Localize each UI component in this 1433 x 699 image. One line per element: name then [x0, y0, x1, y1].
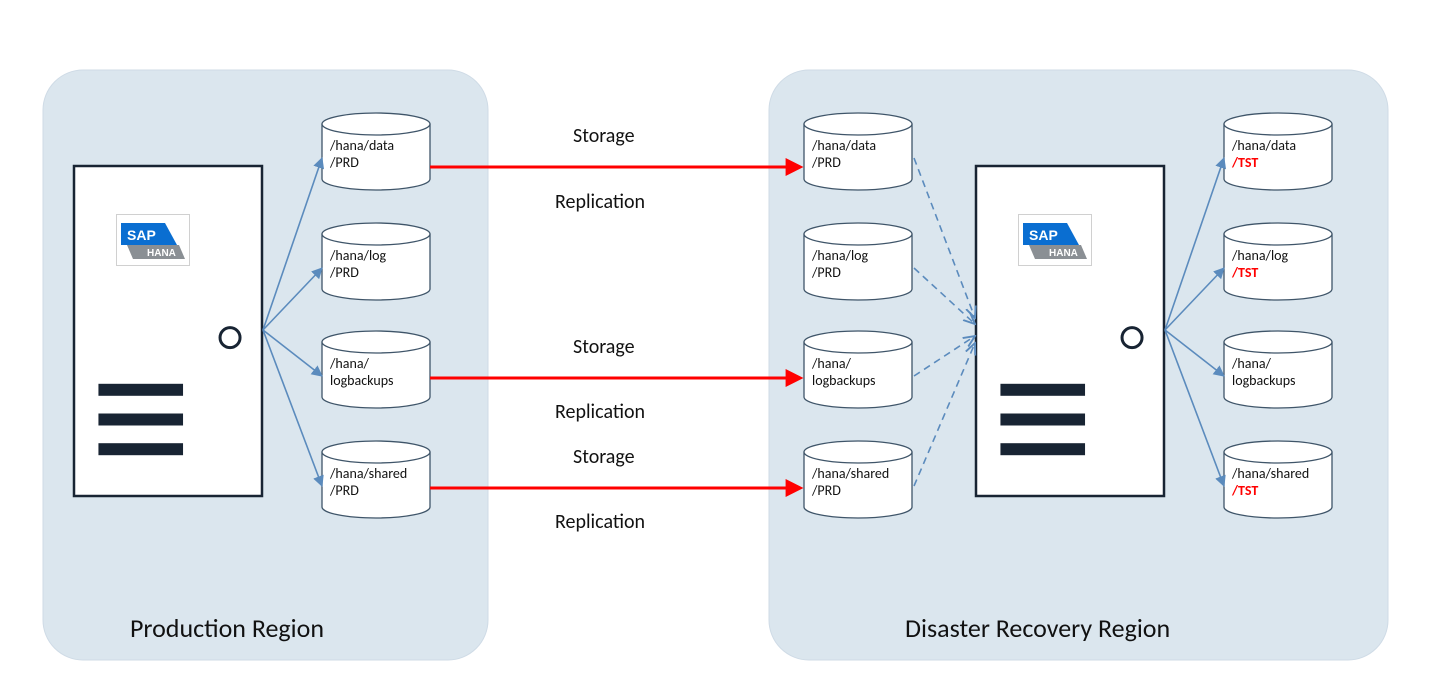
dr-region-label: Disaster Recovery Region [905, 612, 1170, 644]
replication-label-1: Replication [555, 400, 645, 424]
dr-right-cyl-3-label: /hana/shared/TST [1232, 466, 1328, 500]
sap-hana-logo-prod: SAP HANA [116, 214, 190, 266]
storage-label-2: Storage [573, 445, 635, 469]
dr-right-cyl-1-label: /hana/log/TST [1232, 248, 1328, 282]
dr-left-cyl-3-label: /hana/shared/PRD [812, 466, 908, 500]
dr-left-cyl-1-label: /hana/log/PRD [812, 248, 908, 282]
prod-cyl-3-label: /hana/shared/PRD [330, 466, 426, 500]
production-region-label: Production Region [130, 612, 324, 644]
svg-text:HANA: HANA [1049, 248, 1078, 259]
svg-text:SAP: SAP [1029, 227, 1058, 243]
dr-right-cyl-0-label: /hana/data/TST [1232, 138, 1328, 172]
svg-layer [0, 0, 1433, 699]
dr-left-cyl-2-label: /hana/logbackups [812, 356, 908, 390]
replication-label-0: Replication [555, 190, 645, 214]
prod-cyl-0-label: /hana/data/PRD [330, 138, 426, 172]
storage-label-1: Storage [573, 335, 635, 359]
replication-label-2: Replication [555, 510, 645, 534]
hana-text: HANA [147, 248, 176, 259]
storage-label-0: Storage [573, 124, 635, 148]
prod-cyl-2-label: /hana/logbackups [330, 356, 426, 390]
prod-cyl-1-label: /hana/log/PRD [330, 248, 426, 282]
sap-text: SAP [127, 227, 156, 243]
dr-left-cyl-0-label: /hana/data/PRD [812, 138, 908, 172]
sap-hana-logo-dr: SAP HANA [1018, 214, 1092, 266]
dr-right-cyl-2-label: /hana/logbackups [1232, 356, 1328, 390]
diagram-canvas: Production Region Disaster Recovery Regi… [0, 0, 1433, 699]
